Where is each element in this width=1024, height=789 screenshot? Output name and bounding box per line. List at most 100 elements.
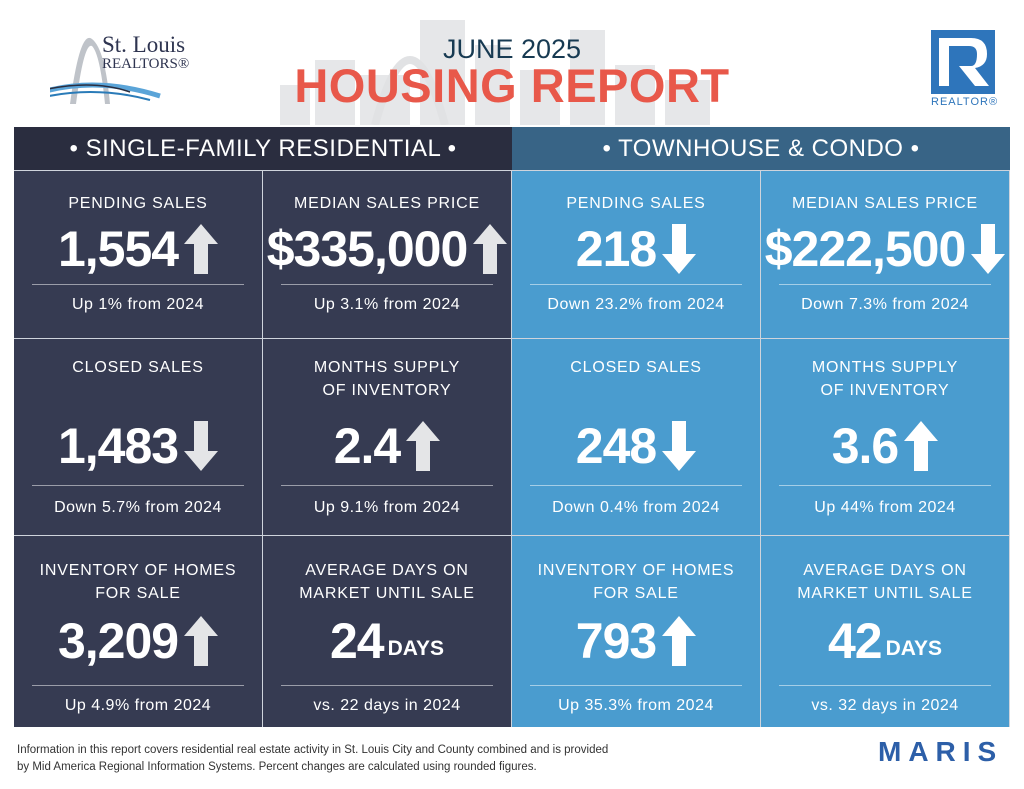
divider xyxy=(530,284,742,285)
divider xyxy=(281,284,493,285)
arrow-up-icon xyxy=(904,421,939,471)
arrow-up-icon xyxy=(184,616,219,666)
metric-value: 2.4 xyxy=(333,418,402,474)
metric-label: PENDING SALES xyxy=(512,192,760,215)
metric-value: 1,483 xyxy=(57,418,179,474)
realtor-logo: REALTOR® xyxy=(931,30,997,110)
townhouse-condo-panel: • TOWNHOUSE & CONDO • PENDING SALES 218 … xyxy=(512,127,1010,727)
arrow-up-icon xyxy=(184,224,219,274)
metric-label-line: FOR SALE xyxy=(593,585,679,602)
footer-disclaimer: Information in this report covers reside… xyxy=(17,742,717,776)
metric-label-line: INVENTORY OF HOMES xyxy=(39,562,237,579)
metric-value: 24 xyxy=(329,613,385,669)
metric-change: Up 9.1% from 2024 xyxy=(313,499,461,516)
metric-value: 3.6 xyxy=(831,418,900,474)
divider xyxy=(530,485,742,486)
arrow-down-icon xyxy=(662,421,697,471)
metric-label-line: CLOSED SALES xyxy=(570,359,702,376)
gateway-arch-icon xyxy=(50,37,161,104)
metric-value-group: 2.4 xyxy=(263,416,511,476)
divider xyxy=(281,685,493,686)
st-louis-realtors-logo: St. Louis REALTORS® xyxy=(28,28,203,108)
divider xyxy=(779,485,991,486)
metric-label-line: INVENTORY OF HOMES xyxy=(537,562,735,579)
metric-label: MONTHS SUPPLY OF INVENTORY xyxy=(761,356,1009,402)
metric-card: CLOSED SALES 1,483 Down 5.7% from 2024 xyxy=(14,338,263,535)
metric-label-line: MARKET UNTIL SALE xyxy=(299,585,475,602)
metric-card: AVERAGE DAYS ON MARKET UNTIL SALE 42 DAYS … xyxy=(761,535,1010,727)
report-title: HOUSING REPORT xyxy=(294,59,730,112)
divider xyxy=(32,284,244,285)
metric-value: 1,554 xyxy=(57,221,179,277)
metric-card: INVENTORY OF HOMES FOR SALE 793 Up 35.3% … xyxy=(512,535,761,727)
arrow-down-icon xyxy=(184,421,219,471)
metric-value-group: $335,000 xyxy=(263,219,511,279)
skyline-watermark-icon xyxy=(280,20,710,125)
metric-label: PENDING SALES xyxy=(14,192,262,215)
metric-change: Up 35.3% from 2024 xyxy=(558,697,714,714)
metric-value-group: 793 xyxy=(512,611,760,671)
metric-value: 42 xyxy=(827,613,883,669)
metric-change: vs. 32 days in 2024 xyxy=(811,697,959,714)
metric-label-line: CLOSED SALES xyxy=(72,359,204,376)
metric-change: Up 4.9% from 2024 xyxy=(64,697,212,714)
divider xyxy=(530,685,742,686)
divider xyxy=(281,485,493,486)
logo-text-realtors: REALTORS® xyxy=(102,56,190,72)
arrow-up-icon xyxy=(406,421,441,471)
metric-label-line: MONTHS SUPPLY xyxy=(313,359,461,376)
metric-value-group: 1,483 xyxy=(14,416,262,476)
metric-value-group: 1,554 xyxy=(14,219,262,279)
metric-card: CLOSED SALES 248 Down 0.4% from 2024 xyxy=(512,338,761,535)
metric-value: 3,209 xyxy=(57,613,179,669)
metric-change: Down 5.7% from 2024 xyxy=(54,499,222,516)
metric-label-line: PENDING SALES xyxy=(68,195,208,212)
metric-value: $222,500 xyxy=(764,221,967,277)
metric-unit: DAYS xyxy=(387,637,445,660)
divider xyxy=(779,284,991,285)
metric-value-group: 218 xyxy=(512,219,760,279)
section-heading: • SINGLE-FAMILY RESIDENTIAL • xyxy=(14,127,512,170)
metric-label-line: MARKET UNTIL SALE xyxy=(797,585,973,602)
metric-change: vs. 22 days in 2024 xyxy=(313,697,461,714)
metric-value-group: 3,209 xyxy=(14,611,262,671)
metric-card: INVENTORY OF HOMES FOR SALE 3,209 Up 4.9%… xyxy=(14,535,263,727)
metric-value: 218 xyxy=(575,221,657,277)
metric-label: CLOSED SALES xyxy=(14,356,262,379)
metric-label-line: MEDIAN SALES PRICE xyxy=(791,195,978,212)
metric-unit: DAYS xyxy=(885,637,943,660)
arrow-up-icon xyxy=(473,224,508,274)
metric-label: INVENTORY OF HOMES FOR SALE xyxy=(14,559,262,605)
metric-value-group: 42 DAYS xyxy=(761,611,1009,671)
report-month: JUNE 2025 xyxy=(442,34,582,64)
single-family-panel: • SINGLE-FAMILY RESIDENTIAL • PENDING SA… xyxy=(14,127,512,727)
metric-label: MEDIAN SALES PRICE xyxy=(263,192,511,215)
metric-card: MEDIAN SALES PRICE $335,000 Up 3.1% from… xyxy=(263,170,512,338)
metric-card: PENDING SALES 1,554 Up 1% from 2024 xyxy=(14,170,263,338)
metric-label-line: OF INVENTORY xyxy=(322,382,452,399)
metric-change: Down 0.4% from 2024 xyxy=(552,499,720,516)
metric-value-group: $222,500 xyxy=(761,219,1009,279)
metric-label: INVENTORY OF HOMES FOR SALE xyxy=(512,559,760,605)
metric-change: Up 44% from 2024 xyxy=(814,499,956,516)
realtor-r-icon xyxy=(931,30,995,94)
metric-label-line: AVERAGE DAYS ON xyxy=(305,562,469,579)
metric-label-line: AVERAGE DAYS ON xyxy=(803,562,967,579)
disclaimer-line: Information in this report covers reside… xyxy=(17,744,609,756)
metric-label-line: MEDIAN SALES PRICE xyxy=(293,195,480,212)
arrow-down-icon xyxy=(662,224,697,274)
metric-label: AVERAGE DAYS ON MARKET UNTIL SALE xyxy=(263,559,511,605)
metric-change: Down 7.3% from 2024 xyxy=(801,296,969,313)
disclaimer-line: by Mid America Regional Information Syst… xyxy=(17,761,537,773)
metric-change: Up 3.1% from 2024 xyxy=(313,296,461,313)
maris-logo: MARIS xyxy=(878,736,1004,767)
metric-label-line: FOR SALE xyxy=(95,585,181,602)
metric-card: PENDING SALES 218 Down 23.2% from 2024 xyxy=(512,170,761,338)
metric-label-line: OF INVENTORY xyxy=(820,382,950,399)
metric-card: AVERAGE DAYS ON MARKET UNTIL SALE 24 DAYS … xyxy=(263,535,512,727)
divider xyxy=(32,685,244,686)
metric-change: Down 23.2% from 2024 xyxy=(547,296,725,313)
metric-label: MEDIAN SALES PRICE xyxy=(761,192,1009,215)
divider xyxy=(32,485,244,486)
arrow-up-icon xyxy=(662,616,697,666)
